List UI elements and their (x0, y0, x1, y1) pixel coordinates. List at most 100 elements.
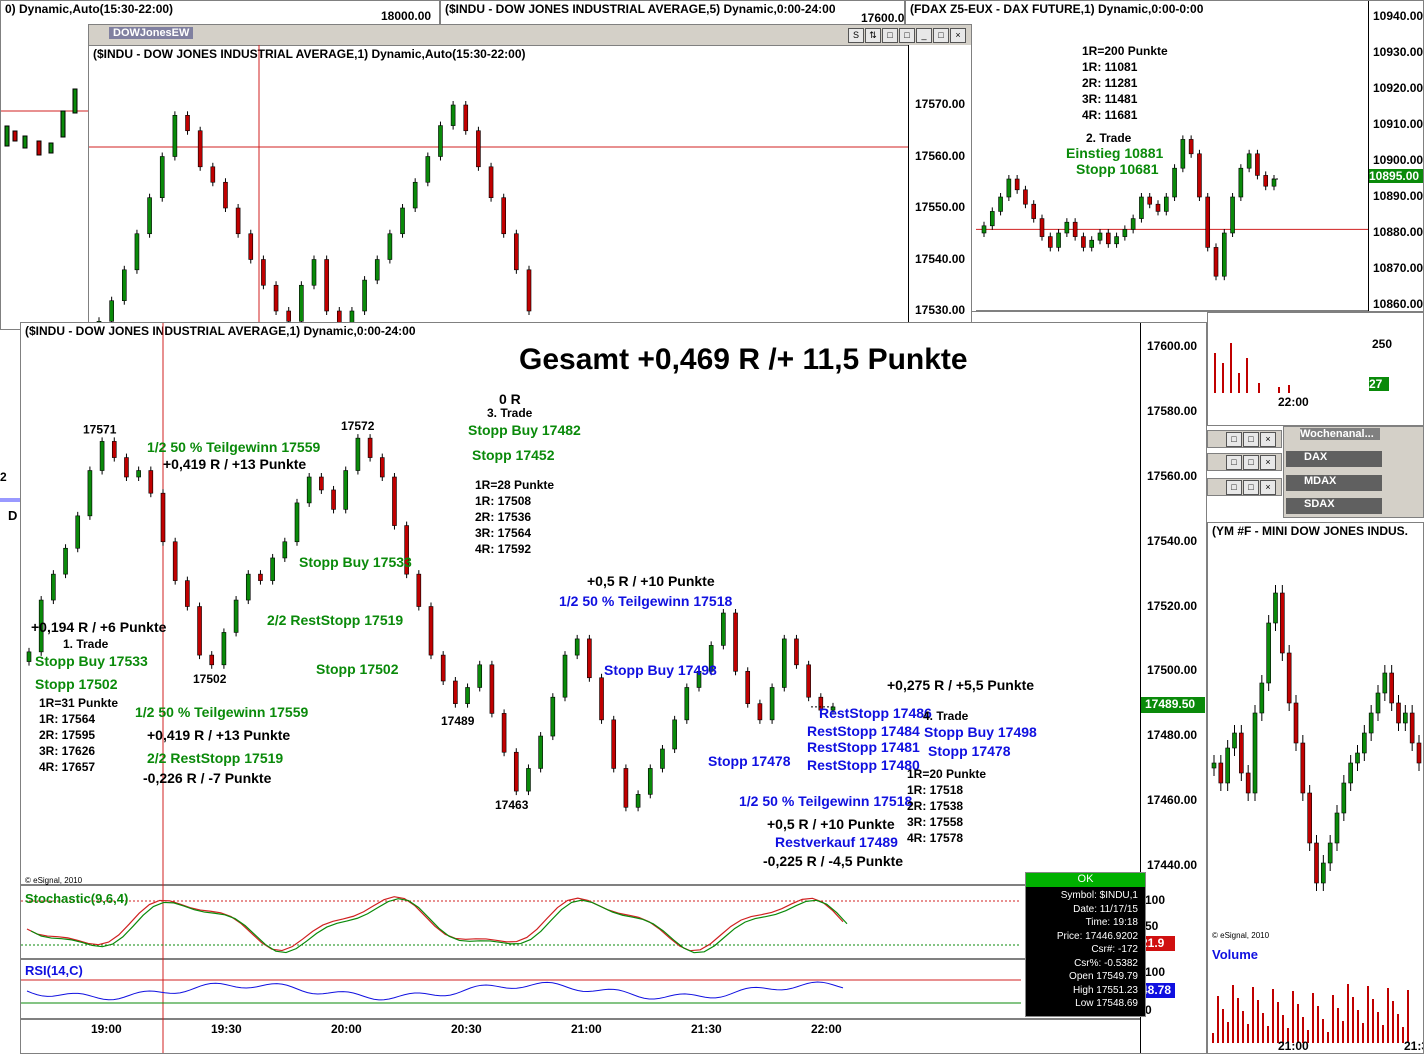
top-mid-title: ($INDU - DOW JONES INDUSTRIAL AVERAGE,5)… (445, 2, 836, 16)
left-stub-a: 2 (0, 470, 7, 484)
dax-candle (1205, 196, 1211, 248)
dowjones-ew-window[interactable]: DOWJonesEW S ⇅ □ □ _ □ × ($INDU - DOW JONES IN… (88, 24, 972, 324)
ew-minimize-button[interactable]: _ (916, 28, 932, 43)
wochen-item-sdax[interactable]: SDAX (1286, 498, 1382, 514)
dowjones-ew-chart (89, 45, 911, 323)
t1b-stop: Stopp 17502 (316, 661, 399, 677)
ym-candle (1252, 712, 1258, 794)
mini-dow-window[interactable]: (YM #F - MINI DOW JONES INDUS. © eSignal… (1207, 522, 1424, 1054)
dax-window[interactable]: (FDAX Z5-EUX - DAX FUTURE,1) Dynamic,0:0… (905, 0, 1424, 312)
ew-candle (134, 233, 140, 271)
t1b-stopbuy: Stopp Buy 17533 (299, 554, 412, 570)
price-candle (562, 654, 568, 698)
quote-box[interactable]: OK Symbol: $INDU,1 Date: 11/17/15 Time: 19… (1025, 872, 1146, 1017)
dax-volume-bars (1214, 343, 1290, 393)
ew-candle (185, 115, 190, 132)
price-candle (513, 751, 519, 792)
ew-candle (286, 310, 292, 322)
ym-candle (1218, 762, 1224, 784)
mini-dow-volume-bars (1212, 984, 1409, 1043)
ym-volume-bar (1377, 1012, 1379, 1043)
price-candle (611, 719, 617, 769)
t3-r-level: 3R: 17564 (475, 526, 532, 540)
price-candle (99, 441, 105, 471)
t1-r-level: 3R: 17626 (39, 744, 96, 758)
ym-candle (1403, 712, 1408, 724)
b-reststopp-3: RestStopp 17481 (807, 739, 920, 755)
main-chart-window[interactable]: ($INDU - DOW JONES INDUSTRIAL AVERAGE,1)… (20, 322, 1207, 1054)
price-candle (124, 457, 129, 478)
ym-volume-bar (1212, 1033, 1214, 1043)
dowjones-ew-titlebar[interactable]: DOWJonesEW S ⇅ □ □ _ □ × (89, 25, 971, 46)
main-y-tick: 17520.00 (1147, 598, 1198, 613)
wochen-window[interactable]: Wochenanal... DAX MDAX SDAX (1283, 426, 1424, 518)
dax-y-tick: 10940.00 (1373, 9, 1424, 23)
top-left-title: 0) Dynamic,Auto(15:30-22:00) (5, 2, 174, 16)
ew-candle (387, 233, 393, 260)
ew-copy-button[interactable]: □ (882, 28, 898, 43)
wochen-item-dax[interactable]: DAX (1286, 451, 1382, 467)
main-y-tick: 17600.00 (1147, 339, 1198, 354)
t4-r-levels: 1R=20 Punkte 1R: 17518 2R: 17538 3R: 175… (907, 766, 986, 846)
t4-result: +0,275 R / +5,5 Punkte (887, 677, 1035, 693)
main-y-tick: 17460.00 (1147, 792, 1198, 807)
dax-candle (1081, 236, 1086, 248)
ew-restore-button[interactable]: □ (899, 28, 915, 43)
b-result-1: +0,5 R / +10 Punkte (587, 573, 715, 589)
b-reststopp-1: RestStopp 17486 (819, 705, 932, 721)
wochen-dax-bar[interactable]: □ □ × (1207, 453, 1282, 471)
price-candle (87, 470, 93, 517)
dax-candle (1006, 178, 1012, 198)
price-candle (245, 573, 251, 601)
ew-candle (488, 166, 494, 199)
dax-y-tick: 10900.00 (1373, 153, 1424, 167)
main-last-price: 17489.50 (1141, 697, 1205, 713)
price-candle (672, 719, 677, 750)
t3-r-level: 1R: 17508 (475, 494, 532, 508)
ew-maximize-button[interactable]: □ (933, 28, 949, 43)
ym-volume-bar (1292, 991, 1294, 1043)
price-candle (465, 687, 470, 704)
ew-close-button[interactable]: × (950, 28, 966, 43)
dax-candle (989, 211, 995, 227)
ym-candle (1334, 812, 1340, 844)
wochen-item-mdax[interactable]: MDAX (1286, 475, 1382, 491)
ew-candle (172, 115, 178, 157)
t4-trade-label: 4. Trade (923, 709, 969, 723)
dax-candle (1122, 229, 1128, 237)
price-candle (526, 768, 531, 792)
stoch-last: 21.9 (1141, 936, 1175, 951)
dax-candle (1246, 153, 1252, 169)
t1-result-4: -0,226 R / -7 Punkte (143, 770, 272, 786)
price-candle (51, 573, 56, 601)
price-candle (794, 638, 799, 666)
ew-candle (526, 269, 532, 312)
ym-volume-bar (1227, 1022, 1229, 1043)
dax-candle (1163, 196, 1169, 212)
b-stopbuy: Stopp Buy 17498 (604, 662, 717, 678)
dax-candle (1180, 139, 1186, 169)
dax-candle (1039, 218, 1045, 237)
b-restverkauf: Restverkauf 17489 (775, 834, 898, 850)
ym-volume-bar (1242, 1011, 1244, 1043)
dax-candle (1089, 239, 1095, 248)
ym-volume-bar (1382, 1025, 1384, 1043)
ew-link-button[interactable]: ⇅ (865, 28, 881, 43)
dax-y-tick: 10860.00 (1373, 297, 1424, 311)
t1-r-level: 1R: 17564 (39, 712, 96, 726)
ym-candle (1409, 712, 1415, 744)
ew-help-button[interactable]: S (848, 28, 864, 43)
price-candle (684, 687, 690, 721)
mini-dow-candles (1211, 585, 1422, 891)
ew-candle (273, 284, 279, 312)
pivot-label: 17489 (441, 714, 475, 728)
ym-volume-bar (1402, 1027, 1404, 1043)
quote-ok-button[interactable]: OK (1026, 873, 1145, 887)
wochen-mdax-bar[interactable]: □ □ × (1207, 478, 1282, 496)
price-candle (75, 515, 81, 549)
ym-volume-bar (1222, 1009, 1224, 1043)
dax-volume-window[interactable]: 250 27 22:00 (1207, 312, 1424, 426)
t3-r-levels: 1R=28 Punkte 1R: 17508 2R: 17536 3R: 175… (475, 477, 554, 557)
wochen-title-bar[interactable]: □ □ × (1207, 430, 1282, 448)
rsi-tick-0: 0 (1145, 1003, 1152, 1017)
